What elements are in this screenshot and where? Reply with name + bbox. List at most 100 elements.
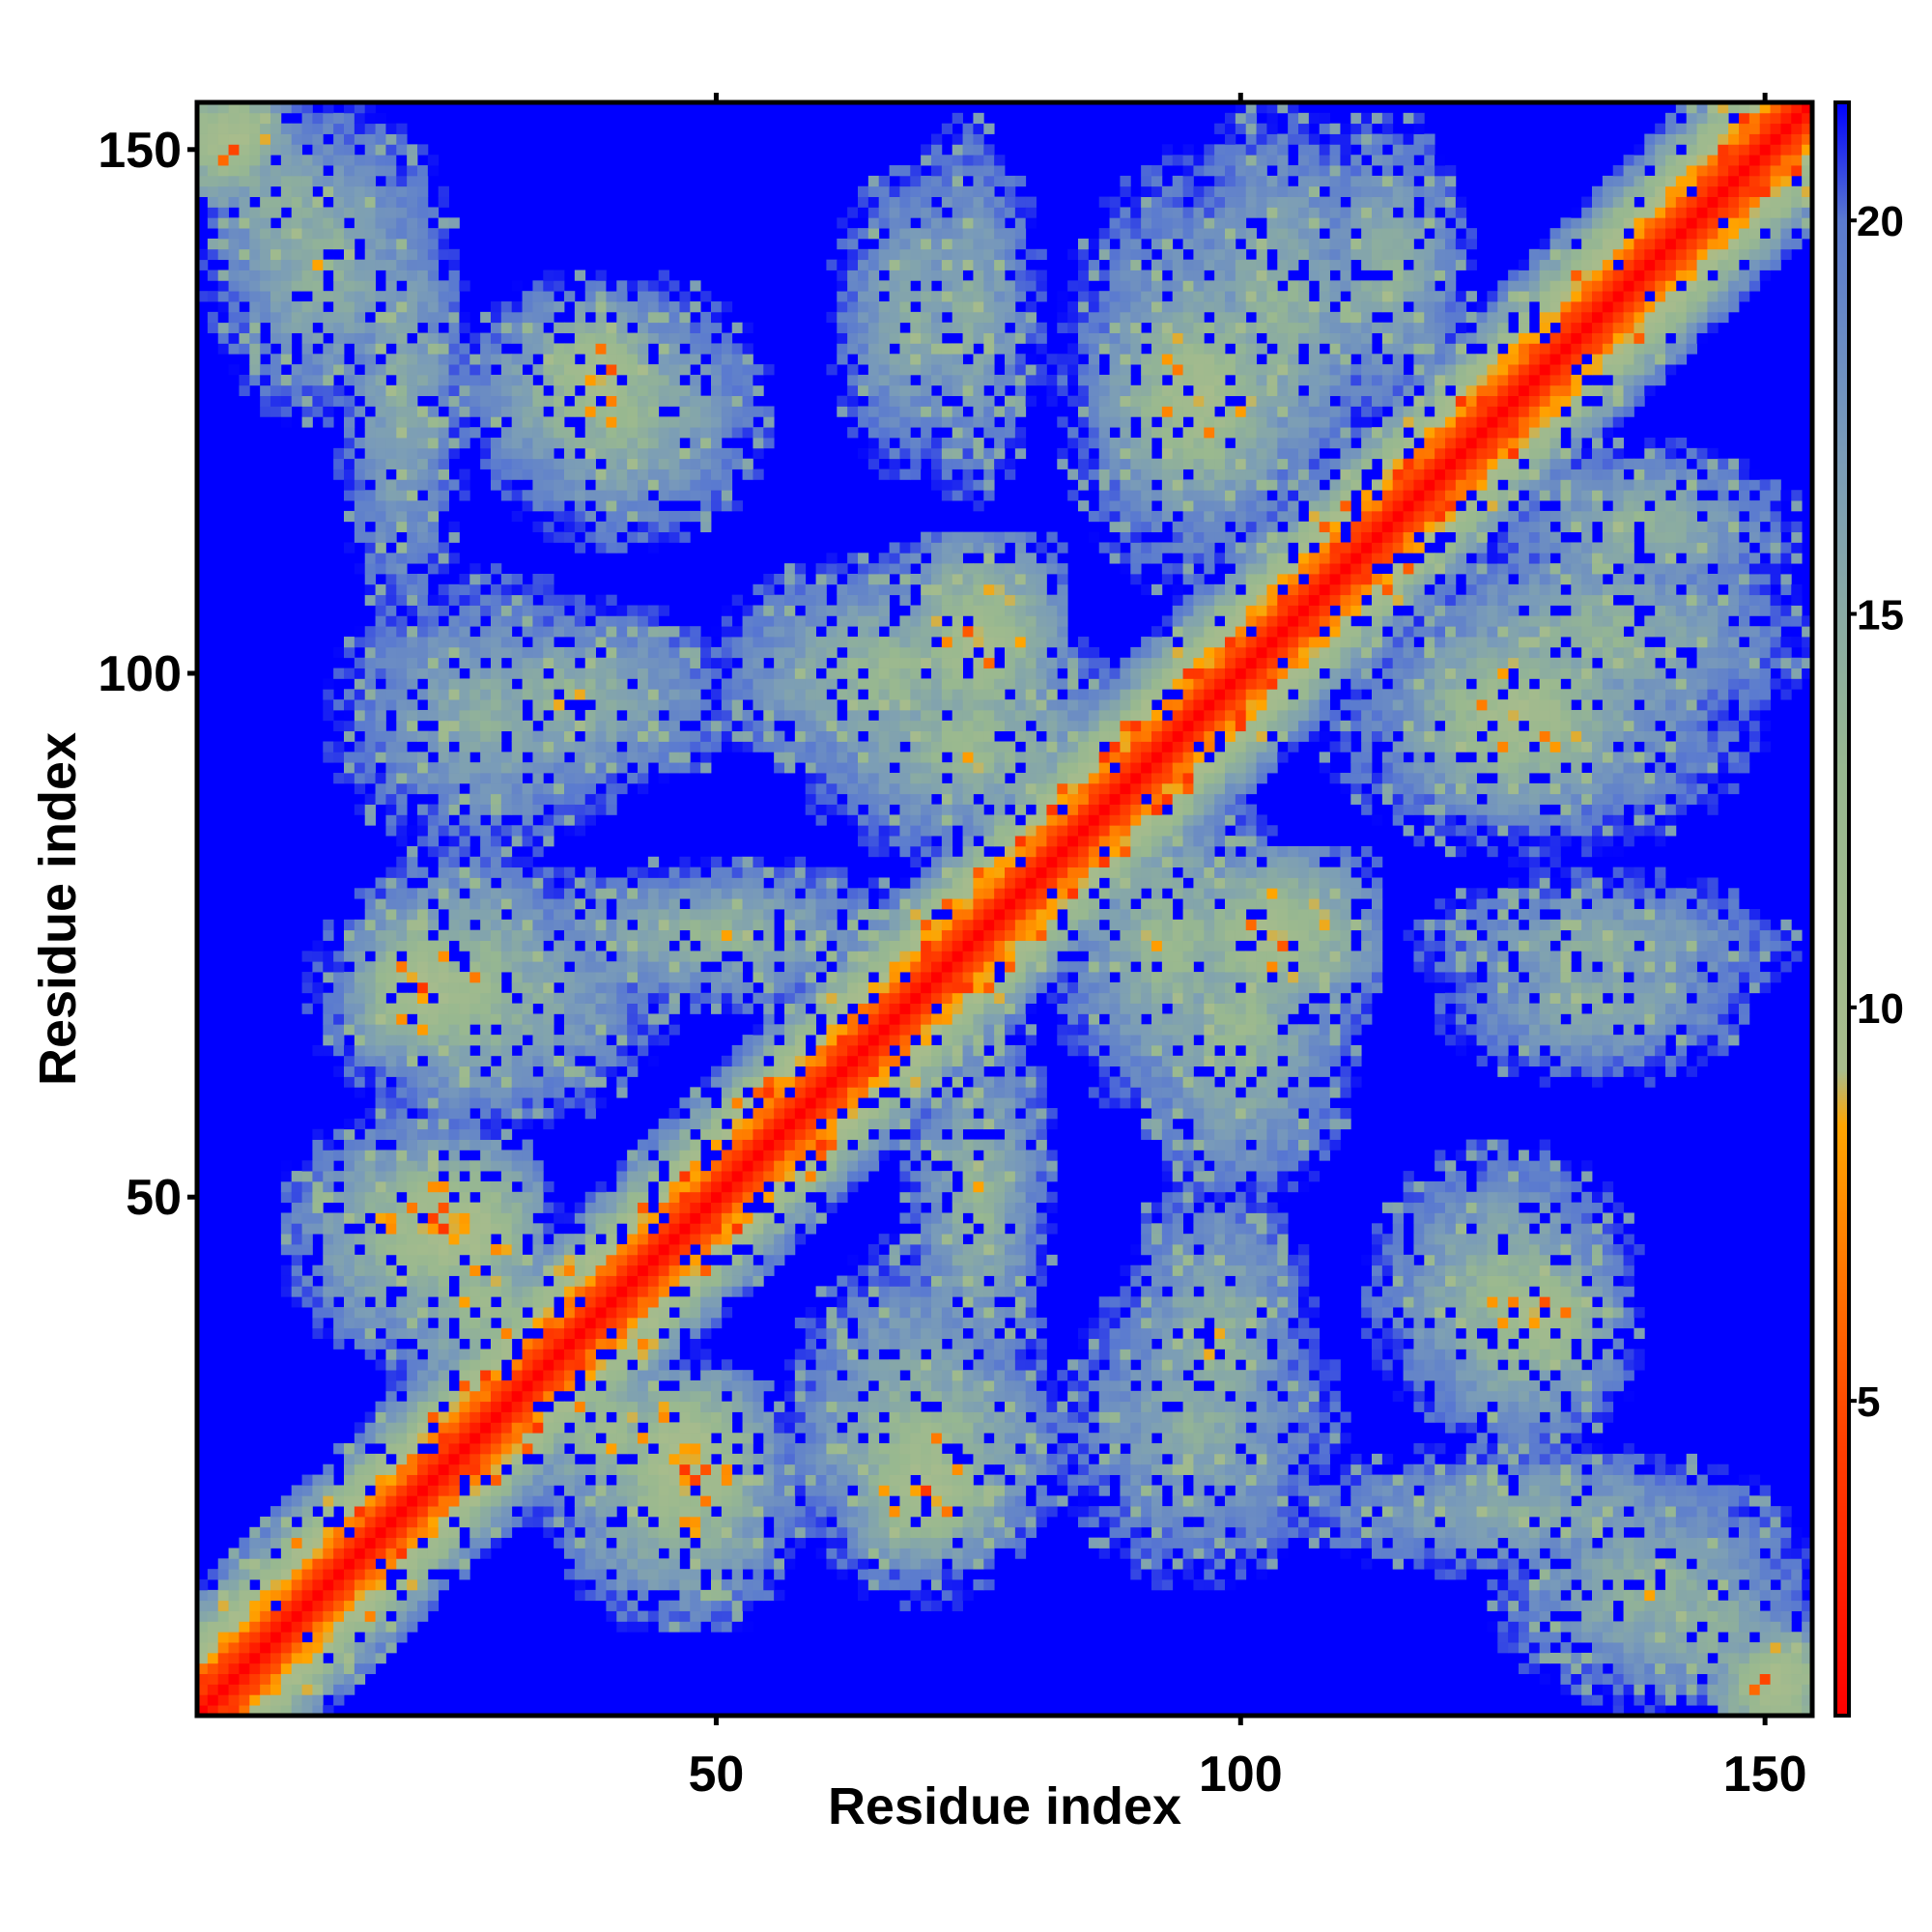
heatmap-cell	[753, 1569, 764, 1580]
heatmap-cell	[491, 1160, 502, 1172]
heatmap-cell	[364, 542, 376, 554]
heatmap-cell	[407, 594, 418, 606]
heatmap-cell	[385, 1443, 397, 1455]
heatmap-cell	[627, 1003, 639, 1014]
heatmap-cell	[763, 1223, 775, 1235]
heatmap-cell	[753, 877, 764, 889]
heatmap-cell	[469, 940, 481, 952]
heatmap-cell	[731, 1433, 743, 1444]
heatmap-cell	[711, 1212, 723, 1224]
heatmap-cell	[500, 1180, 513, 1193]
heatmap-cell	[491, 395, 502, 407]
heatmap-cell	[679, 1610, 691, 1622]
heatmap-cell	[638, 1275, 649, 1287]
heatmap-cell	[690, 951, 701, 962]
heatmap-cell	[763, 406, 775, 417]
heatmap-cell	[616, 542, 628, 554]
heatmap-cell	[616, 1055, 628, 1067]
heatmap-cell	[385, 730, 397, 742]
heatmap-cell	[469, 364, 481, 376]
heatmap-cell	[584, 773, 596, 784]
heatmap-cell	[564, 1474, 576, 1486]
heatmap-cell	[554, 1286, 565, 1297]
heatmap-cell	[753, 615, 764, 627]
heatmap-cell	[417, 1526, 429, 1539]
heatmap-cell	[595, 1264, 607, 1276]
heatmap-cell	[448, 898, 460, 910]
heatmap-cell	[647, 479, 660, 491]
heatmap-cell	[469, 637, 481, 648]
heatmap-cell	[532, 626, 544, 638]
heatmap-cell	[616, 1338, 628, 1350]
heatmap-cell	[711, 992, 723, 1004]
heatmap-cell	[417, 1379, 429, 1392]
heatmap-cell	[407, 1610, 418, 1622]
heatmap-cell	[774, 1171, 785, 1182]
heatmap-cell	[564, 469, 576, 480]
heatmap-cell	[375, 447, 386, 460]
heatmap-cell	[480, 793, 492, 805]
heatmap-cell	[280, 332, 293, 344]
heatmap-cell	[480, 364, 492, 376]
heatmap-cell	[385, 1433, 397, 1444]
heatmap-cell	[333, 1035, 345, 1046]
heatmap-cell	[333, 1569, 345, 1580]
heatmap-cell	[407, 301, 418, 313]
heatmap-cell	[763, 364, 775, 376]
heatmap-cell	[385, 867, 397, 878]
heatmap-cell	[543, 1003, 554, 1014]
heatmap-cell	[491, 301, 502, 313]
heatmap-cell	[459, 1453, 470, 1465]
heatmap-cell	[291, 1548, 302, 1559]
heatmap-cell	[522, 981, 533, 994]
heatmap-cell	[500, 1024, 513, 1036]
heatmap-cell	[700, 1610, 712, 1622]
heatmap-cell	[668, 521, 680, 533]
heatmap-cell	[638, 1558, 649, 1570]
heatmap-cell	[491, 1370, 502, 1381]
heatmap-cell	[385, 280, 397, 292]
heatmap-cell	[574, 469, 586, 480]
heatmap-cell	[354, 270, 366, 281]
heatmap-cell	[407, 1128, 418, 1140]
heatmap-cell	[532, 1234, 544, 1245]
heatmap-cell	[417, 1035, 429, 1046]
heatmap-cell	[522, 447, 533, 460]
heatmap-cell	[647, 961, 660, 973]
heatmap-cell	[595, 793, 607, 805]
heatmap-cell	[794, 1150, 807, 1161]
heatmap-cell	[448, 553, 460, 564]
heatmap-cell	[668, 1160, 680, 1172]
heatmap-cell	[427, 678, 440, 690]
heatmap-cell	[323, 354, 334, 365]
heatmap-cell	[301, 364, 313, 376]
heatmap-cell	[427, 447, 440, 460]
heatmap-cell	[532, 1254, 544, 1266]
heatmap-cell	[606, 1589, 617, 1602]
heatmap-cell	[595, 1055, 607, 1067]
heatmap-cell	[491, 583, 502, 596]
heatmap-cell	[574, 637, 586, 648]
heatmap-cell	[522, 1118, 533, 1130]
heatmap-cell	[554, 301, 565, 313]
heatmap-cell	[207, 1652, 219, 1664]
heatmap-cell	[627, 1610, 639, 1622]
heatmap-cell	[763, 594, 775, 606]
heatmap-cell	[638, 311, 649, 324]
heatmap-cell	[344, 1296, 355, 1308]
heatmap-cell	[679, 1150, 691, 1161]
heatmap-cell	[532, 1443, 544, 1455]
heatmap-cell	[679, 1097, 691, 1109]
heatmap-cell	[584, 406, 596, 417]
heatmap-cell	[438, 1443, 449, 1455]
heatmap-cell	[522, 605, 533, 616]
heatmap-cell	[679, 1516, 691, 1528]
heatmap-cell	[301, 1652, 313, 1664]
heatmap-cell	[564, 1370, 576, 1381]
heatmap-cell	[543, 427, 554, 439]
heatmap-cell	[491, 856, 502, 868]
heatmap-cell	[574, 1390, 586, 1403]
heatmap-cell	[532, 280, 544, 292]
heatmap-cell	[532, 416, 544, 428]
heatmap-cell	[574, 1569, 586, 1580]
